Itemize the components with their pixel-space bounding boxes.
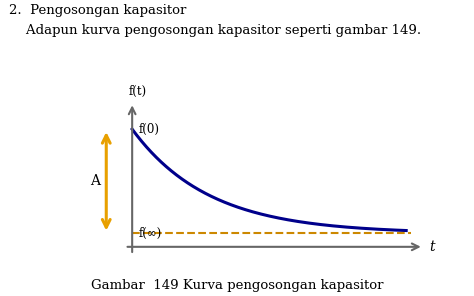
Text: t: t <box>429 240 435 254</box>
Text: f(0): f(0) <box>138 123 160 136</box>
Text: f(∞): f(∞) <box>138 227 162 240</box>
Text: A: A <box>91 174 100 188</box>
Text: f(t): f(t) <box>129 86 147 99</box>
Text: 2.  Pengosongan kapasitor: 2. Pengosongan kapasitor <box>9 4 187 17</box>
Text: Adapun kurva pengosongan kapasitor seperti gambar 149.: Adapun kurva pengosongan kapasitor seper… <box>9 24 421 37</box>
Text: Gambar  149 Kurva pengosongan kapasitor: Gambar 149 Kurva pengosongan kapasitor <box>91 279 383 292</box>
